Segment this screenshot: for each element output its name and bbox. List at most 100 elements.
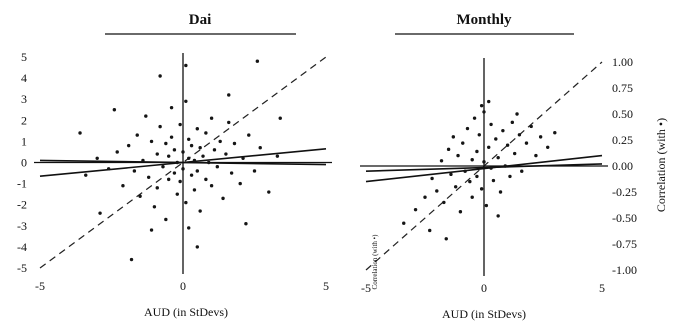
left-y-tick-11: -5 xyxy=(17,261,27,275)
right-point-15 xyxy=(463,169,467,173)
right-point-47 xyxy=(546,145,550,149)
left-x-tick-1: -5 xyxy=(35,279,45,293)
left-point-54 xyxy=(221,196,225,201)
left-point-28 xyxy=(175,160,179,165)
left-point-72 xyxy=(195,245,199,249)
left-point-38 xyxy=(189,143,194,148)
right-point-44 xyxy=(529,124,533,129)
right-point-52 xyxy=(479,103,484,108)
right-y-tick-8: -0.75 xyxy=(612,237,637,251)
left-point-1 xyxy=(84,173,88,177)
right-point-17 xyxy=(468,179,472,184)
right-point-33 xyxy=(496,155,500,160)
left-point-32 xyxy=(181,167,185,171)
left-point-42 xyxy=(195,169,199,173)
right-point-41 xyxy=(517,133,522,137)
left-point-60 xyxy=(241,156,245,160)
right-point-6 xyxy=(439,159,444,163)
right-y-tick-2: 0.75 xyxy=(612,81,633,95)
left-point-63 xyxy=(258,146,262,150)
left-y-tick-7: -1 xyxy=(17,177,27,191)
left-point-65 xyxy=(275,154,280,158)
left-point-39 xyxy=(192,188,197,192)
left-point-7 xyxy=(132,169,137,173)
right-point-28 xyxy=(487,145,491,149)
left-point-13 xyxy=(149,139,154,144)
right-y-tick-1: 1.00 xyxy=(612,55,633,69)
left-point-74 xyxy=(227,93,231,97)
left-point-35 xyxy=(187,156,191,160)
right-point-54 xyxy=(515,112,519,116)
left-point-19 xyxy=(164,141,168,146)
left-point-77 xyxy=(78,131,82,135)
left-point-12 xyxy=(146,175,151,179)
right-y-tick-labels: 1.00 0.75 0.50 0.25 0.00 -0.25 -0.50 -0.75 -1.00 xyxy=(612,55,637,277)
left-point-53 xyxy=(218,139,222,144)
right-point-19 xyxy=(470,195,474,199)
left-point-66 xyxy=(158,74,162,78)
left-point-23 xyxy=(169,105,174,110)
right-x-tick-labels: -5 0 5 xyxy=(361,281,605,295)
left-point-37 xyxy=(189,173,194,177)
left-point-30 xyxy=(178,179,182,184)
right-point-39 xyxy=(510,120,515,125)
left-axes xyxy=(34,53,332,274)
right-point-31 xyxy=(491,178,496,183)
left-point-25 xyxy=(172,171,177,175)
left-point-61 xyxy=(247,133,251,137)
left-point-76 xyxy=(278,116,282,120)
left-y-tick-8: -2 xyxy=(17,198,27,212)
left-point-49 xyxy=(209,116,214,120)
left-point-47 xyxy=(204,177,208,182)
right-point-30 xyxy=(489,122,493,127)
left-point-46 xyxy=(204,131,208,135)
left-point-75 xyxy=(112,108,117,112)
right-point-36 xyxy=(503,164,507,168)
right-y-tick-7: -0.50 xyxy=(612,211,637,225)
right-point-24 xyxy=(479,187,484,191)
left-point-50 xyxy=(209,184,214,188)
left-y-tick-5: 1 xyxy=(21,134,27,148)
right-x-tick-3: 5 xyxy=(599,281,605,295)
right-point-4 xyxy=(430,176,434,181)
left-point-21 xyxy=(167,154,171,158)
left-point-68 xyxy=(255,59,260,63)
left-point-4 xyxy=(115,150,119,154)
right-point-32 xyxy=(494,137,498,141)
left-point-41 xyxy=(195,127,199,131)
right-point-11 xyxy=(453,185,458,189)
right-y-tick-4: 0.25 xyxy=(612,133,633,147)
left-point-56 xyxy=(227,120,231,125)
right-y-axis-label: Correlation (with •) xyxy=(654,118,668,212)
left-point-6 xyxy=(126,143,131,148)
left-x-axis-label: AUD (in StDevs) xyxy=(144,305,228,319)
left-y-tick-1: 5 xyxy=(21,50,27,64)
right-x-axis-label: AUD (in StDevs) xyxy=(442,307,526,321)
left-point-73 xyxy=(129,257,134,262)
left-point-17 xyxy=(158,124,162,129)
left-point-5 xyxy=(121,184,125,188)
right-panel-title: Monthly xyxy=(456,12,512,28)
right-point-21 xyxy=(475,149,479,154)
right-axes xyxy=(360,58,608,276)
right-point-43 xyxy=(524,141,529,145)
left-point-55 xyxy=(224,152,228,156)
right-point-18 xyxy=(470,158,474,162)
left-x-tick-labels: -5 0 5 xyxy=(35,279,329,293)
left-scatter-plot: 5 4 3 2 1 0 -1 -2 -3 -4 -5 -5 0 5 AUD (in StDevs) xyxy=(17,50,332,319)
left-point-22 xyxy=(167,177,171,182)
right-point-12 xyxy=(456,153,460,158)
right-x-tick-2: 0 xyxy=(481,281,487,295)
left-point-52 xyxy=(215,165,220,169)
right-point-22 xyxy=(475,174,479,179)
right-point-9 xyxy=(449,172,453,177)
right-point-23 xyxy=(477,133,481,137)
left-point-71 xyxy=(187,226,191,230)
left-point-8 xyxy=(135,133,139,137)
right-point-3 xyxy=(423,195,427,199)
left-point-57 xyxy=(229,171,234,175)
right-point-40 xyxy=(512,151,517,156)
left-point-33 xyxy=(184,99,188,104)
right-point-25 xyxy=(482,160,486,164)
right-point-27 xyxy=(484,203,489,208)
